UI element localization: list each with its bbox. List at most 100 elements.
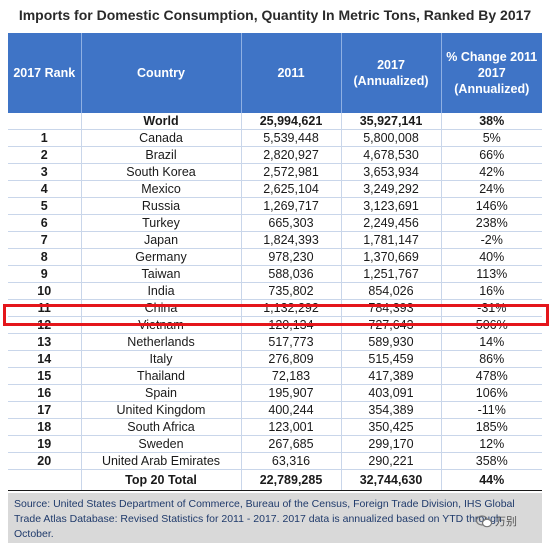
cell-pct: 5% bbox=[441, 129, 542, 147]
cell-2017: 4,678,530 bbox=[341, 146, 442, 164]
cell-pct: 86% bbox=[441, 350, 542, 368]
cell-pct: 16% bbox=[441, 282, 542, 300]
cell-country: Italy bbox=[81, 350, 242, 368]
cell-rank: 19 bbox=[8, 435, 82, 453]
cell-2017: 32,744,630 bbox=[341, 469, 442, 491]
cell-country: South Korea bbox=[81, 163, 242, 181]
cell-rank: 11 bbox=[8, 299, 82, 317]
table-row: 8 Germany 978,230 1,370,669 40% bbox=[8, 248, 542, 266]
cell-rank: 17 bbox=[8, 401, 82, 419]
cell-2011: 517,773 bbox=[241, 333, 342, 351]
cell-country: Germany bbox=[81, 248, 242, 266]
cell-2017: 3,123,691 bbox=[341, 197, 442, 215]
table-row: 2 Brazil 2,820,927 4,678,530 66% bbox=[8, 146, 542, 164]
cell-country: Russia bbox=[81, 197, 242, 215]
cell-pct: 358% bbox=[441, 452, 542, 470]
cell-rank: 2 bbox=[8, 146, 82, 164]
cell-country: Thailand bbox=[81, 367, 242, 385]
cell-pct: 66% bbox=[441, 146, 542, 164]
cell-2011: 2,625,104 bbox=[241, 180, 342, 198]
cell-rank: 6 bbox=[8, 214, 82, 232]
cell-pct: 113% bbox=[441, 265, 542, 283]
cell-pct: 506% bbox=[441, 316, 542, 334]
table-row: 13 Netherlands 517,773 589,930 14% bbox=[8, 333, 542, 351]
cell-country: Taiwan bbox=[81, 265, 242, 283]
cell-country: Netherlands bbox=[81, 333, 242, 351]
cell-pct: 42% bbox=[441, 163, 542, 181]
cell-country: Japan bbox=[81, 231, 242, 249]
table-row: 12 Vietnam 120,134 727,643 506% bbox=[8, 316, 542, 334]
cell-2017: 727,643 bbox=[341, 316, 442, 334]
table-row: 3 South Korea 2,572,981 3,653,934 42% bbox=[8, 163, 542, 181]
cell-country: Top 20 Total bbox=[81, 469, 242, 491]
cell-2017: 35,927,141 bbox=[341, 113, 442, 130]
cell-2011: 1,132,292 bbox=[241, 299, 342, 317]
cell-2011: 63,316 bbox=[241, 452, 342, 470]
wechat-icon bbox=[476, 514, 492, 527]
cell-rank: 7 bbox=[8, 231, 82, 249]
header-2017: 2017 (Annualized) bbox=[341, 33, 442, 113]
cell-2011: 1,824,393 bbox=[241, 231, 342, 249]
cell-country: India bbox=[81, 282, 242, 300]
watermark-text: 万别 bbox=[495, 516, 517, 528]
cell-country: Spain bbox=[81, 384, 242, 402]
table-row: 20 United Arab Emirates 63,316 290,221 358% bbox=[8, 452, 542, 470]
cell-pct: -11% bbox=[441, 401, 542, 419]
cell-2017: 5,800,008 bbox=[341, 129, 442, 147]
total-row: Top 20 Total 22,789,285 32,744,630 44% bbox=[8, 469, 542, 491]
cell-2017: 417,389 bbox=[341, 367, 442, 385]
cell-country: United Kingdom bbox=[81, 401, 242, 419]
cell-country: Vietnam bbox=[81, 316, 242, 334]
table-row: 5 Russia 1,269,717 3,123,691 146% bbox=[8, 197, 542, 215]
cell-2017: 350,425 bbox=[341, 418, 442, 436]
cell-rank: 13 bbox=[8, 333, 82, 351]
cell-2011: 665,303 bbox=[241, 214, 342, 232]
cell-2017: 854,026 bbox=[341, 282, 442, 300]
cell-pct: -2% bbox=[441, 231, 542, 249]
cell-pct: 24% bbox=[441, 180, 542, 198]
cell-2011: 267,685 bbox=[241, 435, 342, 453]
table-row: 18 South Africa 123,001 350,425 185% bbox=[8, 418, 542, 436]
cell-pct: 106% bbox=[441, 384, 542, 402]
cell-country: United Arab Emirates bbox=[81, 452, 242, 470]
table-row: 4 Mexico 2,625,104 3,249,292 24% bbox=[8, 180, 542, 198]
source-note: Source: United States Department of Comm… bbox=[8, 493, 542, 543]
watermark: 万别 bbox=[476, 513, 517, 529]
cell-2017: 2,249,456 bbox=[341, 214, 442, 232]
cell-2017: 1,370,669 bbox=[341, 248, 442, 266]
cell-rank bbox=[8, 113, 82, 130]
cell-rank: 15 bbox=[8, 367, 82, 385]
cell-country: China bbox=[81, 299, 242, 317]
cell-country: World bbox=[81, 113, 242, 130]
table-row: 10 India 735,802 854,026 16% bbox=[8, 282, 542, 300]
cell-2017: 3,653,934 bbox=[341, 163, 442, 181]
cell-2017: 354,389 bbox=[341, 401, 442, 419]
cell-pct: 38% bbox=[441, 113, 542, 130]
cell-pct: -31% bbox=[441, 299, 542, 317]
table-row: 17 United Kingdom 400,244 354,389 -11% bbox=[8, 401, 542, 419]
world-row: World 25,994,621 35,927,141 38% bbox=[8, 113, 542, 130]
cell-pct: 146% bbox=[441, 197, 542, 215]
cell-rank: 9 bbox=[8, 265, 82, 283]
cell-pct: 185% bbox=[441, 418, 542, 436]
table-row: 19 Sweden 267,685 299,170 12% bbox=[8, 435, 542, 453]
cell-pct: 238% bbox=[441, 214, 542, 232]
header-pct-change: % Change 2011 2017 (Annualized) bbox=[441, 33, 542, 113]
cell-rank: 16 bbox=[8, 384, 82, 402]
cell-country: South Africa bbox=[81, 418, 242, 436]
cell-pct: 14% bbox=[441, 333, 542, 351]
cell-2011: 120,134 bbox=[241, 316, 342, 334]
table-row: 11 China 1,132,292 784,393 -31% bbox=[8, 299, 542, 317]
cell-2011: 22,789,285 bbox=[241, 469, 342, 491]
cell-2011: 400,244 bbox=[241, 401, 342, 419]
cell-pct: 478% bbox=[441, 367, 542, 385]
table-row: 16 Spain 195,907 403,091 106% bbox=[8, 384, 542, 402]
table-row: 7 Japan 1,824,393 1,781,147 -2% bbox=[8, 231, 542, 249]
cell-2017: 290,221 bbox=[341, 452, 442, 470]
table-title: Imports for Domestic Consumption, Quanti… bbox=[18, 7, 532, 23]
cell-country: Turkey bbox=[81, 214, 242, 232]
cell-2017: 784,393 bbox=[341, 299, 442, 317]
cell-rank: 12 bbox=[8, 316, 82, 334]
cell-rank: 4 bbox=[8, 180, 82, 198]
cell-rank: 8 bbox=[8, 248, 82, 266]
